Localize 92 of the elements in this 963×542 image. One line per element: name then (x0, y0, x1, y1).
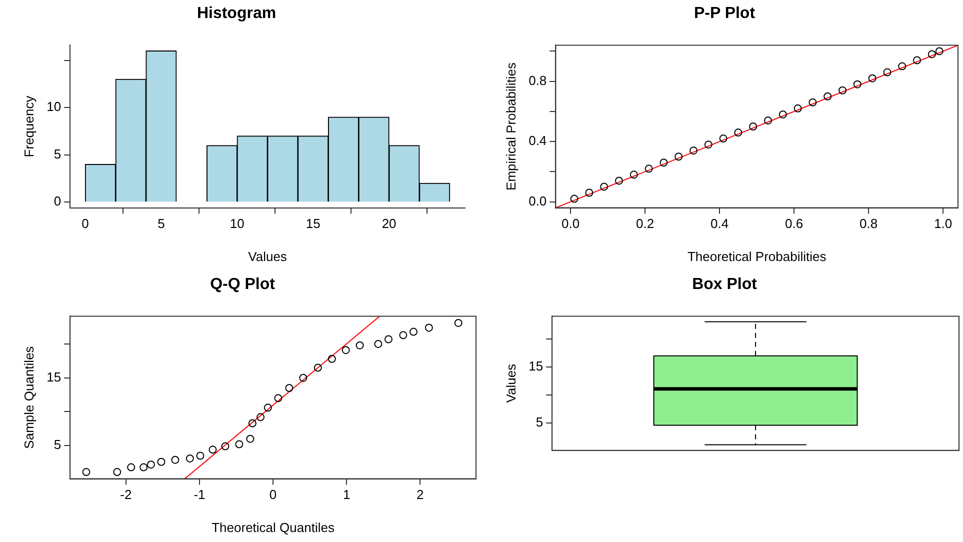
x-tick-label: 0.0 (562, 216, 580, 232)
chart-title: Q-Q Plot (210, 276, 276, 294)
point (883, 68, 892, 76)
point (868, 74, 876, 82)
y-tick-label: 15 (46, 369, 62, 384)
point (342, 346, 350, 354)
point (113, 468, 122, 476)
x-axis-title: Values (248, 248, 288, 264)
point (838, 86, 847, 94)
x-tick-label: 20 (382, 216, 396, 232)
y-tick-label: 10 (46, 99, 62, 114)
point (409, 328, 418, 336)
point (734, 128, 742, 137)
x-tick-label: 0.4 (710, 216, 729, 232)
y-tick-label: 5 (536, 414, 544, 430)
x-tick-label: 0.8 (860, 216, 878, 232)
point (374, 340, 382, 348)
x-tick-label: 15 (306, 216, 320, 232)
point (935, 47, 944, 56)
point (140, 463, 148, 472)
x-tick-label: -2 (120, 487, 132, 502)
y-axis-title: Frequency (21, 95, 36, 158)
point (570, 194, 578, 203)
x-tick-label: 1 (342, 487, 350, 502)
point (264, 404, 272, 412)
x-axis-title: Theoretical Quantiles (212, 520, 335, 535)
x-tick-label: 5 (158, 216, 165, 232)
point (299, 374, 308, 382)
point (384, 335, 392, 344)
point (328, 354, 336, 363)
point (794, 104, 802, 112)
x-tick-label: -1 (194, 487, 206, 502)
point (127, 463, 136, 472)
point (424, 324, 433, 332)
x-tick-label: 10 (230, 216, 244, 232)
point (82, 468, 90, 476)
point (274, 394, 282, 402)
point (454, 318, 462, 327)
y-axis-title: Values (503, 363, 518, 403)
point (778, 110, 787, 118)
x-tick-label: 0 (82, 216, 89, 232)
point (808, 98, 817, 106)
x-tick-label: 0.6 (785, 216, 804, 232)
point (186, 454, 194, 462)
point (235, 440, 244, 448)
y-axis-title: Empirical Probabilities (503, 62, 518, 190)
point (913, 56, 922, 64)
point (824, 92, 832, 100)
point (356, 341, 364, 350)
y-tick-label: 5 (54, 146, 62, 162)
point (704, 140, 712, 149)
y-tick-label: 0.8 (528, 72, 547, 88)
point (196, 452, 204, 460)
point (630, 170, 638, 179)
chart-title: Histogram (196, 5, 276, 22)
x-tick-label: 1.0 (934, 216, 952, 232)
point (853, 80, 862, 88)
point (399, 331, 408, 340)
point (208, 446, 217, 454)
point (644, 164, 653, 173)
chart-title: Box Plot (692, 276, 758, 294)
point (314, 364, 322, 372)
point (749, 122, 758, 130)
point (600, 182, 608, 191)
point (660, 158, 668, 167)
point (221, 442, 230, 450)
point (928, 50, 936, 58)
point (248, 419, 256, 428)
point (246, 434, 254, 443)
point (898, 62, 906, 70)
point (719, 134, 728, 143)
point (146, 460, 155, 469)
point (157, 458, 166, 466)
y-axis-title: Sample Quantiles (21, 346, 36, 449)
y-tick-label: 0 (54, 194, 62, 209)
x-tick-label: 2 (416, 487, 424, 502)
x-tick-label: 0.2 (636, 216, 654, 232)
point (585, 188, 594, 197)
point (171, 456, 180, 464)
y-tick-label: 0.0 (528, 193, 547, 208)
x-tick-label: 0 (269, 487, 277, 502)
point (285, 384, 294, 392)
point (674, 152, 683, 161)
chart-title: P-P Plot (694, 5, 756, 22)
x-axis-title: Theoretical Probabilities (687, 248, 827, 264)
point (690, 146, 698, 155)
y-tick-label: 5 (54, 437, 62, 452)
point (256, 413, 265, 422)
y-tick-label: 15 (528, 358, 544, 374)
point (615, 176, 623, 185)
point (764, 116, 772, 124)
y-tick-label: 0.4 (528, 133, 547, 148)
